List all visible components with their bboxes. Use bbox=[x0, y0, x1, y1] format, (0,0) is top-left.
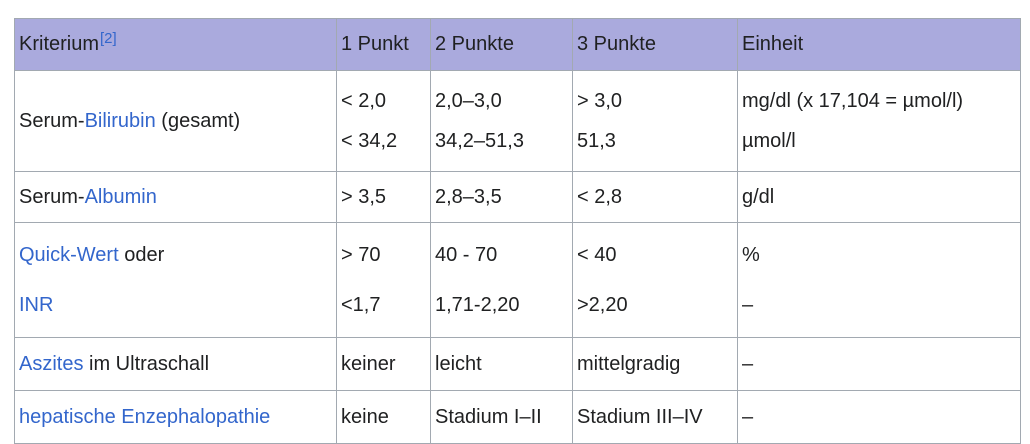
bilirubin-1-punkt-umol: < 34,2 bbox=[341, 130, 398, 152]
reference-link[interactable]: [2] bbox=[100, 30, 117, 47]
criterion-suffix: (gesamt) bbox=[155, 109, 241, 132]
albumin-2-punkte: 2,8–3,5 bbox=[430, 171, 573, 223]
criterion-prefix: Serum- bbox=[19, 185, 85, 208]
bilirubin-einheit-mgdl: mg/dl (x 17,104 = µmol/l) bbox=[742, 90, 964, 112]
header-1-punkt: 1 Punkt bbox=[336, 18, 431, 71]
bilirubin-3-punkte-umol: 51,3 bbox=[577, 130, 616, 152]
inr-link[interactable]: INR bbox=[19, 294, 54, 316]
header-einheit: Einheit bbox=[737, 18, 1021, 71]
aszites-einheit: – bbox=[737, 337, 1021, 391]
bilirubin-link[interactable]: Bilirubin bbox=[84, 109, 156, 132]
enzephalopathie-link[interactable]: hepatische Enzephalopathie bbox=[19, 405, 271, 428]
quick-1-punkt-inr: <1,7 bbox=[341, 294, 381, 316]
albumin-3-punkte: < 2,8 bbox=[572, 171, 738, 223]
bilirubin-3-punkte: > 3,0 51,3 bbox=[572, 70, 738, 172]
quick-2-punkte: 40 - 70 1,71-2,20 bbox=[430, 222, 573, 338]
criterion-suffix: im Ultraschall bbox=[83, 352, 210, 375]
bilirubin-3-punkte-mgdl: > 3,0 bbox=[577, 90, 623, 112]
quick-einheit-inr: – bbox=[742, 294, 754, 316]
albumin-einheit: g/dl bbox=[737, 171, 1021, 223]
header-kriterium-label: Kriterium bbox=[19, 33, 100, 55]
albumin-1-punkt: > 3,5 bbox=[336, 171, 431, 223]
bilirubin-2-punkte-umol: 34,2–51,3 bbox=[435, 130, 524, 152]
quick-wert-link[interactable]: Quick-Wert bbox=[19, 244, 119, 266]
enzephalopathie-1-punkt: keine bbox=[336, 390, 431, 444]
quick-3-punkte: < 40 >2,20 bbox=[572, 222, 738, 338]
child-pugh-table: Kriterium[2] 1 Punkt 2 Punkte 3 Punkte E… bbox=[14, 18, 1021, 444]
quick-3-punkte-quick: < 40 bbox=[577, 244, 617, 266]
aszites-3-punkte: mittelgradig bbox=[572, 337, 738, 391]
header-kriterium: Kriterium[2] bbox=[14, 18, 337, 71]
quick-2-punkte-inr: 1,71-2,20 bbox=[435, 294, 520, 316]
criterion-albumin: Serum-Albumin bbox=[14, 171, 337, 223]
header-row: Kriterium[2] 1 Punkt 2 Punkte 3 Punkte E… bbox=[14, 18, 1021, 71]
criterion-quick-inr: Quick-Wert oder INR bbox=[14, 222, 337, 338]
quick-1-punkt-quick: > 70 bbox=[341, 244, 381, 266]
quick-einheit-quick: % bbox=[742, 244, 760, 266]
bilirubin-einheit: mg/dl (x 17,104 = µmol/l) µmol/l bbox=[737, 70, 1021, 172]
enzephalopathie-einheit: – bbox=[737, 390, 1021, 444]
aszites-1-punkt: keiner bbox=[336, 337, 431, 391]
table-row-quick-inr: Quick-Wert oder INR > 70 <1,7 40 - 70 1,71-… bbox=[14, 222, 1021, 338]
header-3-punkte: 3 Punkte bbox=[572, 18, 738, 71]
table-row-enzephalopathie: hepatische Enzephalopathie keine Stadium… bbox=[14, 390, 1021, 444]
quick-line: Quick-Wert oder bbox=[19, 230, 332, 280]
aszites-2-punkte: leicht bbox=[430, 337, 573, 391]
bilirubin-1-punkt: < 2,0 < 34,2 bbox=[336, 70, 431, 172]
table-row-bilirubin: Serum-Bilirubin (gesamt) < 2,0 < 34,2 2,0… bbox=[14, 70, 1021, 172]
table-row-aszites: Aszites im Ultraschall keiner leicht mit… bbox=[14, 337, 1021, 391]
quick-3-punkte-inr: >2,20 bbox=[577, 294, 628, 316]
criterion-bilirubin: Serum-Bilirubin (gesamt) bbox=[14, 70, 337, 172]
quick-einheit: % – bbox=[737, 222, 1021, 338]
bilirubin-2-punkte: 2,0–3,0 34,2–51,3 bbox=[430, 70, 573, 172]
bilirubin-einheit-umol: µmol/l bbox=[742, 130, 796, 152]
inr-line: INR bbox=[19, 280, 332, 330]
enzephalopathie-2-punkte: Stadium I–II bbox=[430, 390, 573, 444]
criterion-aszites: Aszites im Ultraschall bbox=[14, 337, 337, 391]
enzephalopathie-3-punkte: Stadium III–IV bbox=[572, 390, 738, 444]
albumin-link[interactable]: Albumin bbox=[84, 185, 157, 208]
criterion-prefix: Serum- bbox=[19, 109, 85, 132]
criterion-enzephalopathie: hepatische Enzephalopathie bbox=[14, 390, 337, 444]
bilirubin-2-punkte-mgdl: 2,0–3,0 bbox=[435, 90, 502, 112]
bilirubin-1-punkt-mgdl: < 2,0 bbox=[341, 90, 387, 112]
quick-2-punkte-quick: 40 - 70 bbox=[435, 244, 498, 266]
aszites-link[interactable]: Aszites bbox=[19, 352, 84, 375]
quick-1-punkt: > 70 <1,7 bbox=[336, 222, 431, 338]
header-2-punkte: 2 Punkte bbox=[430, 18, 573, 71]
table-row-albumin: Serum-Albumin > 3,5 2,8–3,5 < 2,8 g/dl bbox=[14, 171, 1021, 223]
quick-oder: oder bbox=[118, 244, 165, 266]
